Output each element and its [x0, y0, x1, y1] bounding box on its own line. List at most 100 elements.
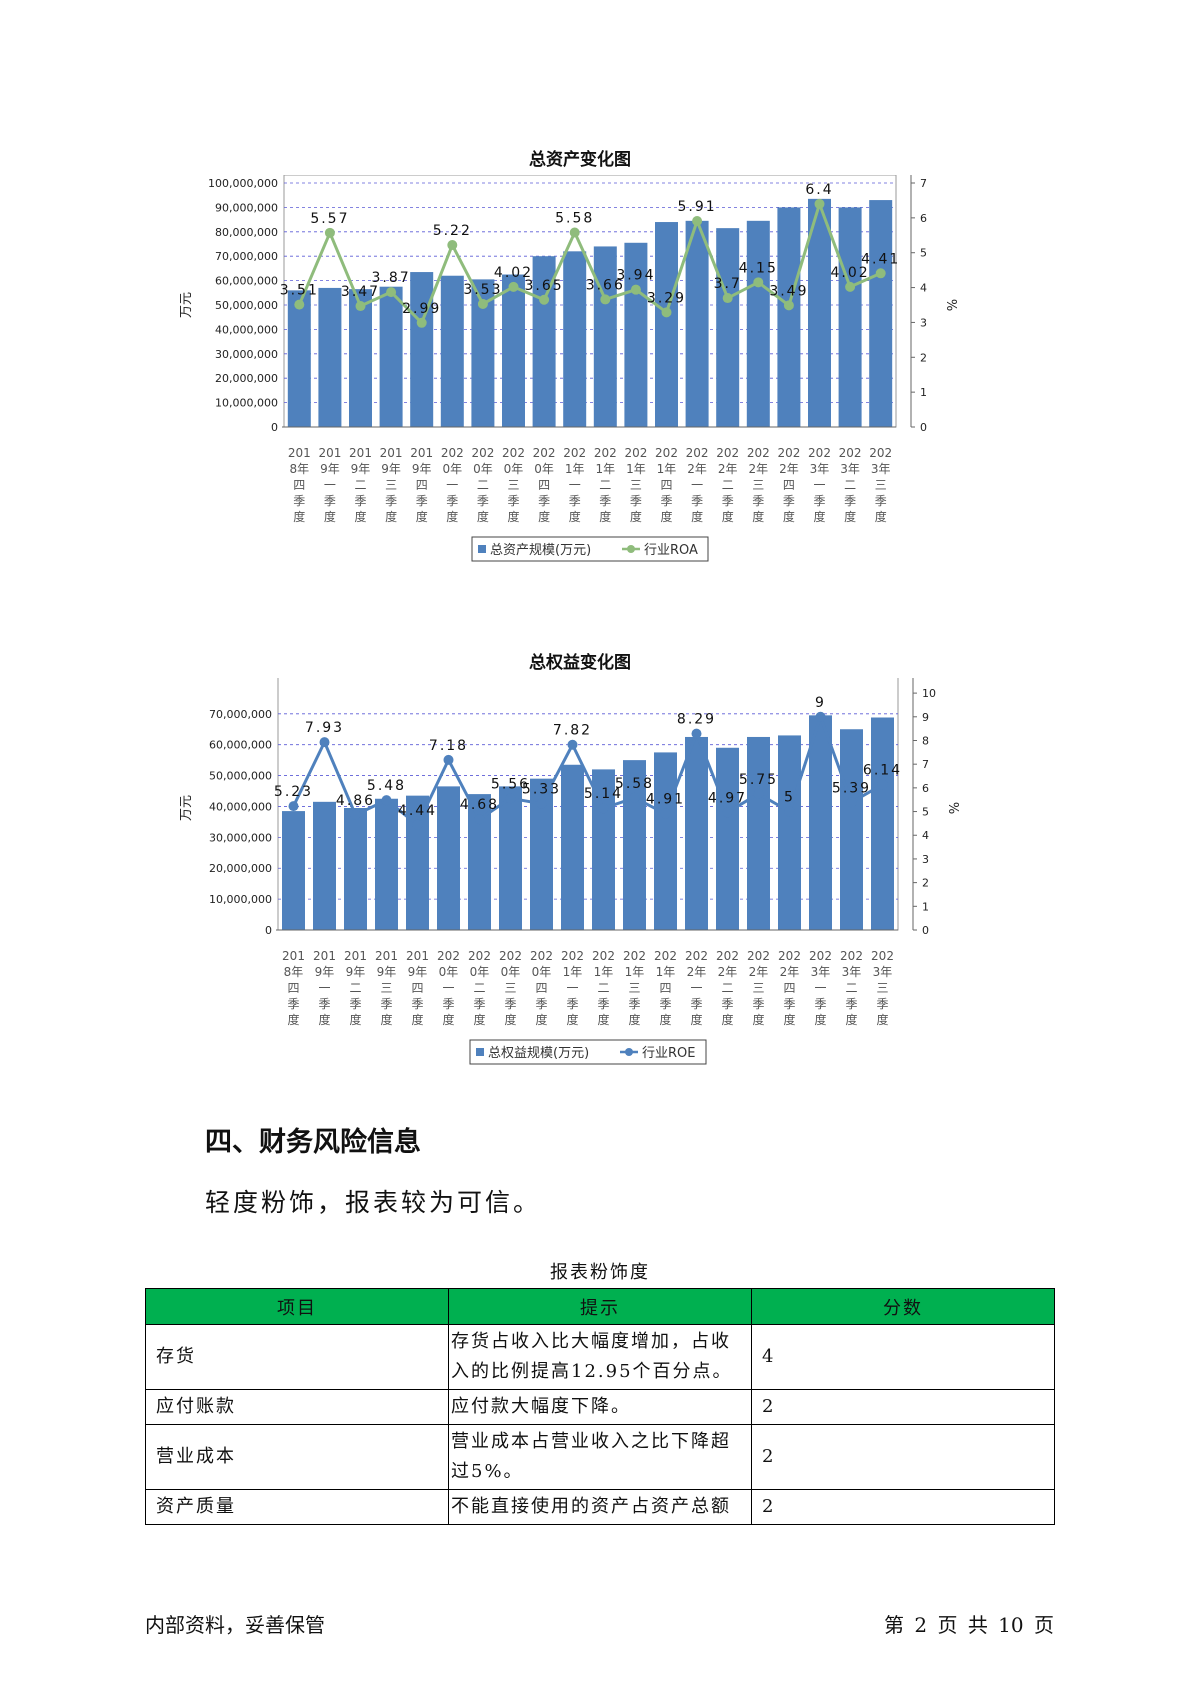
- data-label: 3.29: [647, 290, 686, 306]
- bar: [563, 251, 587, 427]
- category-label: 季: [293, 494, 305, 508]
- data-label: 5: [784, 790, 795, 806]
- category-label: 季: [783, 494, 795, 508]
- right-tick-label: 6: [920, 212, 927, 225]
- category-label: 季: [659, 997, 671, 1011]
- data-label: 5.57: [310, 211, 349, 227]
- legend-box: [469, 1039, 707, 1065]
- data-label: 5.22: [433, 223, 472, 239]
- category-label: 202: [839, 446, 862, 460]
- category-label: 季: [385, 494, 397, 508]
- category-label: 四: [538, 478, 550, 492]
- line-point: [877, 779, 888, 790]
- category-label: 季: [813, 494, 825, 508]
- category-label: 202: [592, 949, 615, 963]
- category-label: 度: [473, 1012, 485, 1027]
- category-label: 季: [628, 997, 640, 1011]
- category-label: 三: [752, 478, 764, 492]
- category-label: 0年: [504, 462, 524, 476]
- bar: [471, 279, 495, 427]
- table-caption: 报表粉饰度: [550, 1262, 650, 1283]
- data-label: 5.14: [584, 786, 623, 802]
- category-label: 2年: [687, 462, 707, 476]
- data-label: 3.87: [372, 270, 411, 286]
- category-label: 0年: [501, 965, 521, 979]
- category-label: 一: [446, 478, 458, 492]
- data-label: 5.23: [274, 784, 313, 800]
- category-label: 度: [446, 509, 458, 524]
- category-label: 季: [354, 494, 366, 508]
- total-equity-chart-svg: 0 10,000,000 20,000,000 30,000,000 40,000,00…: [180, 678, 960, 1065]
- category-label: 二: [845, 981, 857, 995]
- category-label: 度: [324, 509, 336, 524]
- bar: [437, 786, 460, 930]
- category-label: 二: [599, 478, 611, 492]
- category-label: 201: [282, 949, 305, 963]
- category-label: 9年: [320, 462, 340, 476]
- category-label: 季: [660, 494, 672, 508]
- category-label: 202: [716, 446, 739, 460]
- category-label: 度: [349, 1012, 361, 1027]
- data-label: 8.29: [677, 712, 716, 728]
- category-label: 季: [473, 997, 485, 1011]
- category-label: 季: [630, 494, 642, 508]
- bar: [375, 798, 398, 930]
- category-label: 一: [813, 478, 825, 492]
- line-point: [598, 803, 609, 814]
- legend-line-label: 行业ROA: [644, 543, 698, 558]
- category-label: 季: [318, 997, 330, 1011]
- category-label: 季: [722, 494, 734, 508]
- category-label: 9年: [381, 462, 401, 476]
- category-label: 2年: [687, 965, 707, 979]
- category-label: 四: [411, 981, 423, 995]
- category-label: 2年: [749, 965, 769, 979]
- category-label: 202: [563, 446, 586, 460]
- row-score: 2: [751, 1389, 1055, 1425]
- table-row: 资产质量 不能直接使用的资产占资产总额 2: [145, 1489, 1055, 1525]
- category-label: 度: [630, 509, 642, 524]
- category-label: 度: [442, 1012, 454, 1027]
- bar: [623, 760, 646, 930]
- legend-line-marker: [627, 545, 635, 553]
- category-label: 季: [721, 997, 733, 1011]
- line-point: [845, 281, 856, 292]
- category-label: 度: [660, 509, 672, 524]
- left-tick-label: 90,000,000: [215, 201, 278, 214]
- data-label: 5.58: [615, 776, 654, 792]
- bar: [869, 200, 893, 427]
- category-label: 202: [594, 446, 617, 460]
- line-point: [539, 294, 550, 305]
- row-hint: 应付款大幅度下降。: [448, 1389, 752, 1425]
- section-summary: 轻度粉饰，报表较为可信。: [205, 1188, 542, 1217]
- data-label: 3.49: [769, 283, 808, 299]
- category-label: 季: [442, 997, 454, 1011]
- category-label: 度: [477, 509, 489, 524]
- category-label: 201: [375, 949, 398, 963]
- category-label: 9年: [377, 965, 397, 979]
- category-label: 度: [721, 1012, 733, 1027]
- category-label: 季: [845, 997, 857, 1011]
- line-point: [630, 284, 641, 295]
- category-label: 度: [875, 509, 887, 524]
- category-label: 202: [871, 949, 894, 963]
- data-label: 5.33: [522, 782, 561, 798]
- category-label: 1年: [595, 462, 615, 476]
- line-point: [536, 798, 547, 809]
- bar: [685, 736, 708, 930]
- category-label: 三: [380, 981, 392, 995]
- category-label: 四: [660, 478, 672, 492]
- bar: [287, 290, 311, 427]
- category-label: 度: [659, 1012, 671, 1027]
- bar: [440, 275, 464, 427]
- bar: [840, 729, 863, 930]
- right-tick-label: 1: [922, 900, 929, 913]
- category-label: 度: [380, 1012, 392, 1027]
- bar: [313, 801, 336, 930]
- category-label: 201: [313, 949, 336, 963]
- data-label: 5.48: [367, 778, 406, 794]
- line-point: [288, 801, 299, 812]
- bar: [778, 735, 801, 930]
- line-point: [846, 797, 857, 808]
- line-point: [477, 298, 488, 309]
- data-label: 3.53: [463, 282, 502, 298]
